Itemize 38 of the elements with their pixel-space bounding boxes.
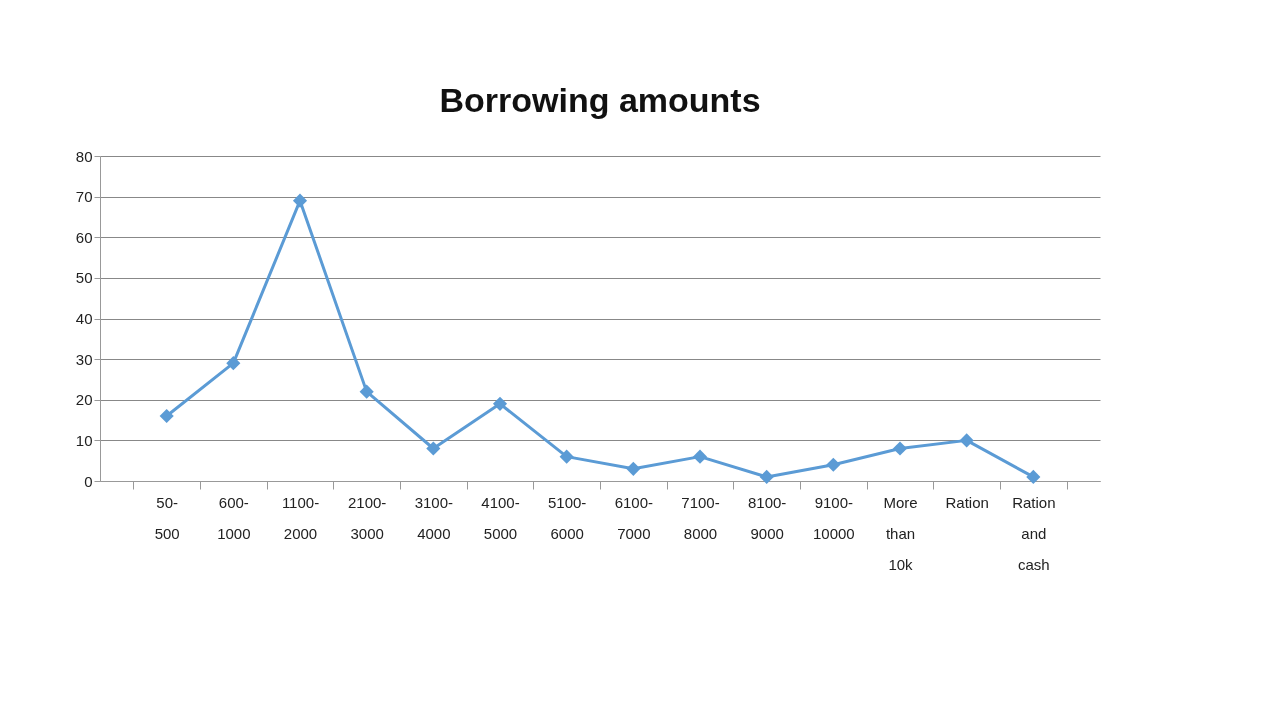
point <box>759 469 774 485</box>
y-tick-label: 70 <box>75 188 93 206</box>
y-tick-label: 10 <box>75 431 93 449</box>
y-tick-label: 0 <box>84 472 93 490</box>
point <box>959 433 974 448</box>
x-tick-label: 6100-7000 <box>614 493 654 542</box>
point <box>359 384 374 399</box>
x-tick-label: 600-1000 <box>217 493 251 542</box>
point <box>692 449 708 464</box>
x-tick-label: More than 10k <box>883 493 918 573</box>
y-tick-label: 50 <box>75 269 93 287</box>
x-tick-label: 50-500 <box>154 493 180 542</box>
point <box>159 408 174 424</box>
y-tick-label: 20 <box>75 391 93 409</box>
point <box>626 461 641 476</box>
point <box>892 441 908 456</box>
x-tick-label: 1100-2000 <box>281 493 320 542</box>
point <box>426 441 441 456</box>
x-tick-label: 4100-5000 <box>481 493 520 542</box>
x-tick-label: Ration and cash <box>1012 493 1056 573</box>
x-tick-label: 3100-4000 <box>414 493 454 542</box>
y-tick-label: 60 <box>75 228 93 246</box>
x-tick-label: 5100-6000 <box>547 493 587 542</box>
point <box>826 457 841 472</box>
point <box>226 356 241 371</box>
x-tick-label: 9100-10000 <box>812 493 855 542</box>
point <box>292 193 308 208</box>
y-tick-label: 40 <box>75 310 93 327</box>
point <box>492 396 508 411</box>
x-tick-label: 7100-8000 <box>681 493 720 542</box>
x-tick-label: 2100-3000 <box>347 493 387 542</box>
point <box>1026 469 1041 485</box>
y-tick-label: 80 <box>75 147 93 165</box>
y-tick-label: 30 <box>75 350 93 368</box>
x-tick-label: 8100-9000 <box>747 493 787 542</box>
point <box>559 449 574 464</box>
chart-title: Borrowing amounts <box>439 81 761 119</box>
x-tick-label: Ration <box>945 493 989 511</box>
